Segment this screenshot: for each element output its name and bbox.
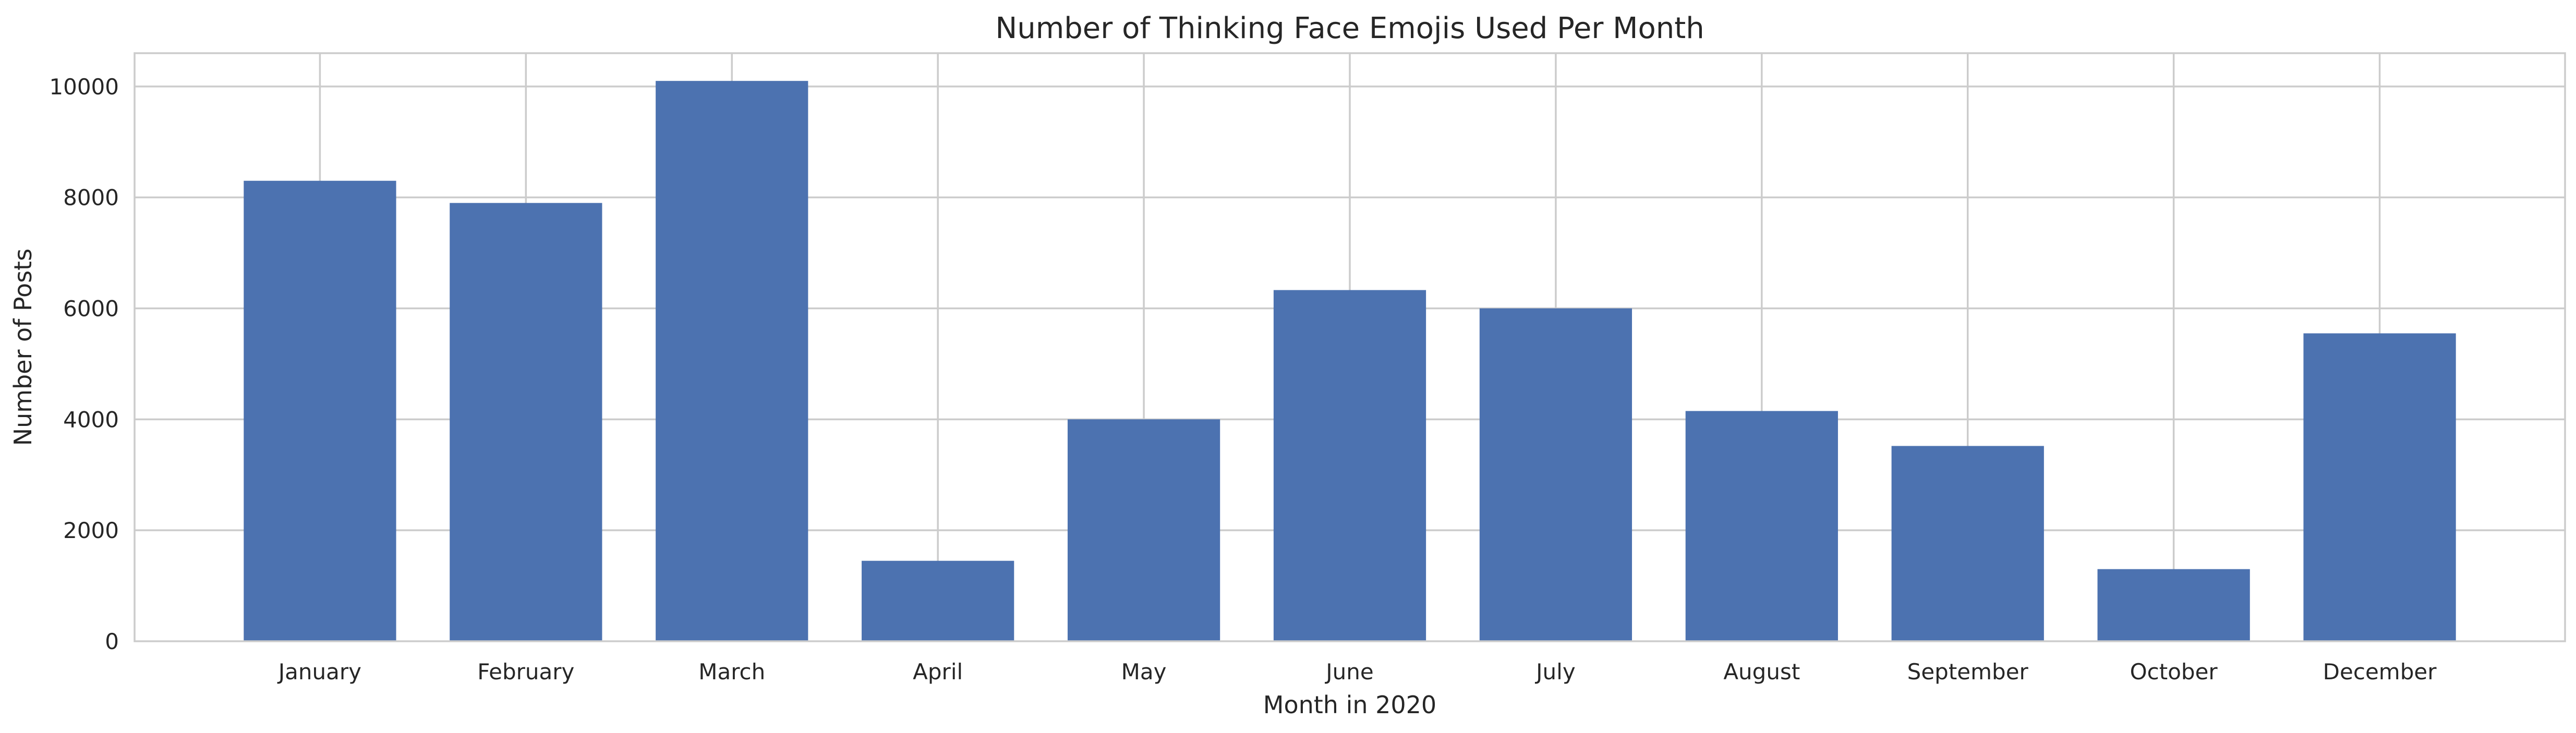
x-tick-label: January [277, 659, 361, 685]
x-tick-label: March [698, 659, 765, 685]
x-tick-label: September [1907, 659, 2029, 685]
y-tick-label: 8000 [63, 185, 119, 211]
x-tick-label: July [1534, 659, 1576, 685]
bar-december [2303, 333, 2456, 641]
plot-area-frame [134, 52, 2566, 642]
y-tick-label: 4000 [63, 407, 119, 432]
x-tick-label: August [1723, 659, 1800, 685]
x-tick-label: April [913, 659, 963, 685]
bar-august [1685, 411, 1838, 641]
bar-march [656, 81, 808, 642]
bar-may [1067, 419, 1220, 641]
x-tick-label: June [1324, 659, 1373, 685]
chart-title: Number of Thinking Face Emojis Used Per … [995, 11, 1704, 45]
bar-june [1273, 290, 1426, 641]
y-tick-label: 6000 [63, 296, 119, 322]
x-tick-label: February [477, 659, 574, 685]
bar-july [1479, 308, 1632, 641]
x-tick-label: October [2130, 659, 2218, 685]
y-tick-label: 10000 [49, 74, 119, 100]
x-tick-label: May [1121, 659, 1167, 685]
y-tick-label: 0 [105, 629, 119, 654]
x-axis-label: Month in 2020 [1263, 691, 1436, 719]
bar-february [450, 203, 602, 641]
x-tick-label: December [2323, 659, 2437, 685]
y-axis-ticks: 0 2000 4000 6000 8000 10000 [49, 74, 119, 654]
bar-january [244, 180, 396, 641]
bar-october [2097, 569, 2250, 641]
bar-september [1891, 446, 2044, 641]
y-tick-label: 2000 [63, 518, 119, 543]
bar-april [862, 560, 1014, 641]
y-axis-label: Number of Posts [9, 249, 37, 446]
bars [244, 81, 2456, 642]
x-axis-ticks: January February March April May June July Augu… [277, 659, 2437, 685]
